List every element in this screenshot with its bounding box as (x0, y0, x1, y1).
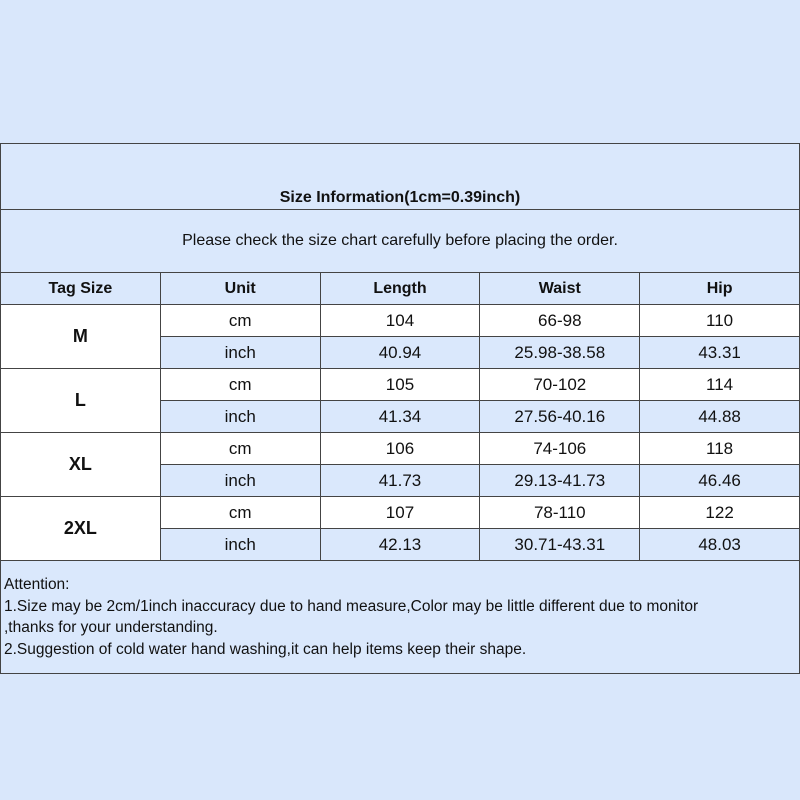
unit-cell: cm (159, 432, 321, 465)
waist-cell: 25.98-38.58 (479, 336, 641, 369)
hip-cell: 110 (639, 304, 800, 337)
waist-cell: 27.56-40.16 (479, 400, 641, 433)
waist-cell: 70-102 (479, 368, 641, 401)
length-cell: 41.34 (319, 400, 481, 433)
hip-cell: 46.46 (639, 464, 800, 497)
length-cell: 105 (319, 368, 481, 401)
table-row: 2XL cm 107 78-110 122 (0, 496, 800, 561)
unit-cell: cm (159, 304, 321, 337)
attention-line: 1.Size may be 2cm/1inch inaccuracy due t… (4, 597, 699, 615)
length-cell: 106 (319, 432, 481, 465)
table-row: inch 41.34 27.56-40.16 44.88 (1, 400, 800, 433)
hip-cell: 122 (639, 496, 800, 529)
header-row: Tag Size Unit Length Waist Hip (0, 272, 800, 305)
unit-cell: inch (159, 528, 321, 561)
chart-title: Size Information(1cm=0.39inch) (0, 143, 800, 210)
size-table: Size Information(1cm=0.39inch) Please ch… (0, 143, 800, 674)
length-cell: 107 (319, 496, 481, 529)
hip-cell: 44.88 (639, 400, 800, 433)
waist-cell: 78-110 (479, 496, 641, 529)
length-cell: 40.94 (319, 336, 481, 369)
size-chart: Size Information(1cm=0.39inch) Please ch… (0, 143, 800, 674)
tag-size-cell: M (0, 304, 161, 369)
attention-heading: Attention: (4, 576, 70, 593)
table-row: inch 42.13 30.71-43.31 48.03 (1, 528, 800, 561)
table-row: inch 41.73 29.13-41.73 46.46 (1, 464, 800, 497)
unit-cell: inch (159, 464, 321, 497)
hip-cell: 114 (639, 368, 800, 401)
waist-cell: 66-98 (479, 304, 641, 337)
chart-subtitle: Please check the size chart carefully be… (0, 209, 800, 273)
table-row: inch 40.94 25.98-38.58 43.31 (1, 336, 800, 369)
tag-size-cell: XL (0, 432, 161, 497)
tag-size-cell: 2XL (0, 496, 161, 561)
header-unit: Unit (159, 272, 321, 305)
unit-cell: cm (159, 496, 321, 529)
header-hip: Hip (639, 272, 800, 305)
attention-line: 2.Suggestion of cold water hand washing,… (4, 640, 527, 658)
waist-cell: 74-106 (479, 432, 641, 465)
attention-note: Attention: 1.Size may be 2cm/1inch inacc… (0, 560, 800, 674)
waist-cell: 29.13-41.73 (479, 464, 641, 497)
length-cell: 104 (319, 304, 481, 337)
length-cell: 42.13 (319, 528, 481, 561)
attention-line: ,thanks for your understanding. (4, 619, 218, 636)
header-tag-size: Tag Size (0, 272, 161, 305)
unit-cell: inch (159, 400, 321, 433)
unit-cell: inch (159, 336, 321, 369)
length-cell: 41.73 (319, 464, 481, 497)
header-waist: Waist (479, 272, 641, 305)
hip-cell: 48.03 (639, 528, 800, 561)
table-row: XL cm 106 74-106 118 (0, 432, 800, 497)
header-length: Length (319, 272, 481, 305)
hip-cell: 43.31 (639, 336, 800, 369)
hip-cell: 118 (639, 432, 800, 465)
unit-cell: cm (159, 368, 321, 401)
waist-cell: 30.71-43.31 (479, 528, 641, 561)
tag-size-cell: L (0, 368, 161, 433)
